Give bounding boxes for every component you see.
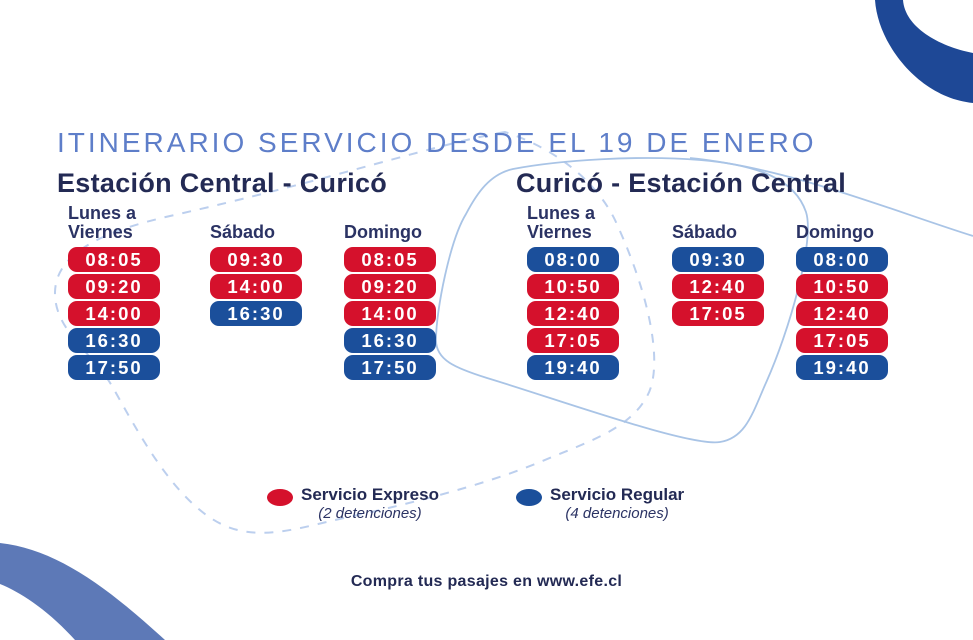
time-pill-regular: 16:30 xyxy=(68,328,160,353)
time-pill-regular: 09:30 xyxy=(672,247,764,272)
time-pill-regular: 19:40 xyxy=(527,355,619,380)
section-estacion-central-curico: Estación Central - Curicó Lunes a Vierne… xyxy=(57,170,507,400)
legend-regular-note: (4 detenciones) xyxy=(565,504,669,522)
solid-swoosh-line xyxy=(689,157,973,237)
day-header: Lunes a Viernes xyxy=(68,202,137,242)
time-pill-expreso: 14:00 xyxy=(68,301,160,326)
schedule-column: Lunes a Viernes 08:00 10:50 12:40 17:05 19:40 xyxy=(527,203,619,382)
time-pill-expreso: 14:00 xyxy=(344,301,436,326)
schedule-column: Sábado 09:30 14:00 16:30 xyxy=(210,203,302,328)
regular-dot-icon xyxy=(516,489,542,506)
corner-band-shape xyxy=(0,543,165,640)
time-pill-regular: 08:00 xyxy=(796,247,888,272)
time-pill-expreso: 10:50 xyxy=(527,274,619,299)
day-header: Sábado xyxy=(210,221,276,242)
legend-item-regular: Servicio Regular (4 detenciones) xyxy=(516,485,685,522)
page-title: ITINERARIO SERVICIO DESDE EL 19 DE ENERO xyxy=(57,127,817,158)
schedule-columns-outbound: Lunes a Viernes 08:05 09:20 14:00 16:30 17:50… xyxy=(57,203,507,393)
time-pill-expreso: 17:05 xyxy=(527,328,619,353)
time-pill-regular: 17:50 xyxy=(344,355,436,380)
schedule-column: Domingo 08:00 10:50 12:40 17:05 19:40 xyxy=(796,203,888,382)
schedule-column: Domingo 08:05 09:20 14:00 16:30 17:50 xyxy=(344,203,436,382)
time-pill-regular: 16:30 xyxy=(344,328,436,353)
schedule-column: Sábado 09:30 12:40 17:05 xyxy=(672,203,764,328)
time-pill-expreso: 12:40 xyxy=(527,301,619,326)
time-pill-expreso: 09:20 xyxy=(344,274,436,299)
day-header: Domingo xyxy=(344,221,422,242)
time-pill-expreso: 09:20 xyxy=(68,274,160,299)
time-pill-expreso: 10:50 xyxy=(796,274,888,299)
day-header: Sábado xyxy=(672,221,738,242)
time-pill-regular: 08:00 xyxy=(527,247,619,272)
section-title-outbound: Estación Central - Curicó xyxy=(57,168,388,198)
corner-arc-shape xyxy=(875,0,973,103)
time-pill-expreso: 08:05 xyxy=(344,247,436,272)
expreso-dot-icon xyxy=(267,489,293,506)
time-pill-expreso: 08:05 xyxy=(68,247,160,272)
legend-expreso-note: (2 detenciones) xyxy=(318,504,422,522)
day-header: Lunes a Viernes xyxy=(527,202,596,242)
time-pill-regular: 16:30 xyxy=(210,301,302,326)
time-pill-expreso: 12:40 xyxy=(672,274,764,299)
schedule-columns-return: Lunes a Viernes 08:00 10:50 12:40 17:05 19:40… xyxy=(516,203,966,393)
legend-expreso-label: Servicio Expreso xyxy=(301,485,439,504)
footer-text: Compra tus pasajes en www.efe.cl xyxy=(350,573,623,590)
section-title-return: Curicó - Estación Central xyxy=(516,168,847,198)
time-pill-expreso: 17:05 xyxy=(672,301,764,326)
time-pill-regular: 19:40 xyxy=(796,355,888,380)
time-pill-regular: 17:50 xyxy=(68,355,160,380)
day-header: Domingo xyxy=(796,221,874,242)
time-pill-expreso: 17:05 xyxy=(796,328,888,353)
legend-item-expreso: Servicio Expreso (2 detenciones) xyxy=(267,485,439,522)
schedule-column: Lunes a Viernes 08:05 09:20 14:00 16:30 17:50 xyxy=(68,203,160,382)
legend-regular-label: Servicio Regular xyxy=(550,485,685,504)
time-pill-expreso: 14:00 xyxy=(210,274,302,299)
section-curico-estacion-central: Curicó - Estación Central Lunes a Vierne… xyxy=(516,170,966,400)
time-pill-expreso: 12:40 xyxy=(796,301,888,326)
dashed-route-line xyxy=(53,130,656,534)
time-pill-expreso: 09:30 xyxy=(210,247,302,272)
